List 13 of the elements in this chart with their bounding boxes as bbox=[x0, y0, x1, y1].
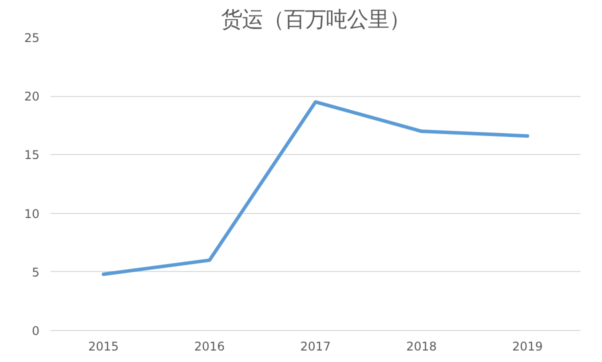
x-tick-label: 2017 bbox=[300, 340, 331, 354]
x-tick-label: 2018 bbox=[406, 340, 437, 354]
y-tick-label: 15 bbox=[24, 148, 40, 162]
x-tick-label: 2016 bbox=[194, 340, 225, 354]
y-tick-label: 25 bbox=[24, 31, 40, 45]
y-tick-label: 10 bbox=[24, 206, 40, 221]
x-tick-label: 2015 bbox=[88, 340, 119, 354]
y-tick-label: 5 bbox=[32, 265, 40, 280]
chart-title: 货运（百万吨公里） bbox=[221, 8, 410, 32]
line-series bbox=[102, 100, 530, 276]
y-tick-label: 0 bbox=[32, 324, 40, 338]
x-tick-label: 2019 bbox=[512, 340, 543, 354]
y-tick-label: 20 bbox=[24, 90, 40, 104]
